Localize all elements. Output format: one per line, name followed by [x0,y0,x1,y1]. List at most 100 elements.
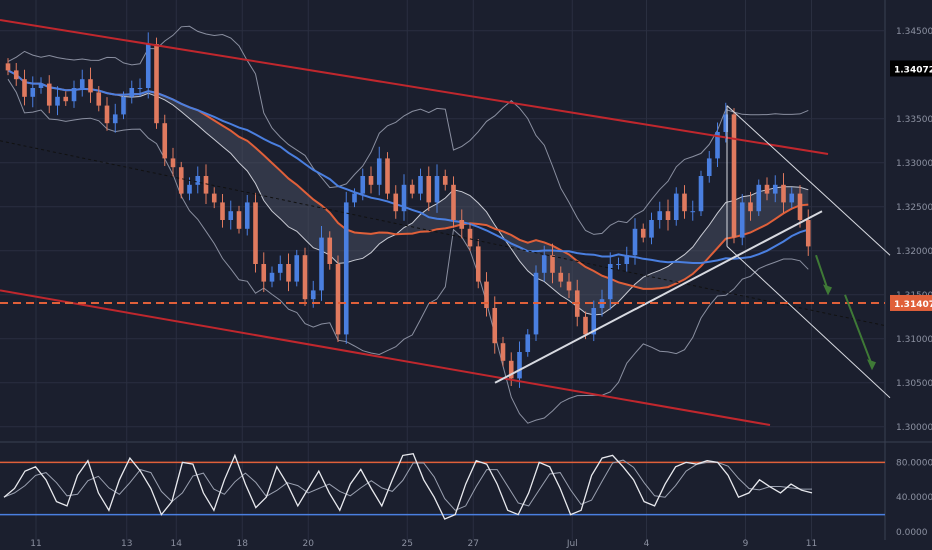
candle-body [451,184,456,220]
projection-arrow [844,294,873,366]
candle-body [616,264,621,265]
x-tick-label: 13 [121,539,132,549]
candle-body [104,105,110,124]
time-axis: 11 13 14 18 20 25 27 Jul 4 9 11 [30,539,817,549]
candle-body [525,334,531,352]
candle-body [38,83,44,88]
candle-body [269,272,275,282]
candle-body [187,184,192,194]
candle-body [756,184,762,212]
candle-body [665,211,671,220]
candle-body [154,44,159,124]
candle-body [467,228,473,247]
candle-body [162,123,168,159]
candle-body [409,184,415,194]
indicators [7,25,809,424]
candle-body [401,184,407,212]
candle-body [170,158,176,168]
candle-body [335,264,341,335]
candle-body [228,211,234,220]
candle-body [781,184,786,203]
candle-body [261,264,267,282]
candle-body [195,176,201,185]
candle-body [805,220,811,247]
ma-slow [7,69,809,264]
candle-body [690,211,696,213]
ma-ribbon [8,70,809,315]
triangle-bottom [726,246,891,399]
candle-body [121,96,126,115]
candle-body [789,193,795,203]
x-tick-label: 25 [402,539,413,549]
candle-body [682,193,687,212]
osc-panel-bg [0,440,932,537]
candle-body [22,79,27,97]
candle-body [129,88,135,97]
band-upper [7,25,809,235]
candle-body [698,176,704,212]
candle-body [368,176,374,185]
candle-body [310,290,316,300]
candle-body [566,281,572,291]
candle-body [46,83,52,106]
x-tick-label: 27 [468,539,479,549]
x-tick-label: 14 [171,539,183,549]
candle-body [434,176,440,203]
candle-body [96,92,102,106]
osc-tick-label: 0.0000 [896,528,928,538]
support-line [494,210,823,384]
candle-body [277,264,283,273]
level-price-tag [890,294,932,311]
candle-body [459,220,465,229]
candle-body [723,114,729,132]
candle-body [657,211,663,220]
osc-k-line [3,452,813,520]
channel-lower [0,289,771,427]
oscillator-panel: 80.0000 40.0000 0.0000 [0,452,932,538]
candle-body [731,114,737,238]
candle-body [5,63,11,71]
arrow-head [867,359,876,371]
candle-body [211,193,217,203]
osc-tick-label: 80.0000 [896,458,932,468]
x-tick-label: 4 [644,539,650,549]
candle-body [426,176,432,203]
candle-body [319,237,324,291]
projection-arrow [815,254,829,291]
candle-body [673,193,679,220]
current-price-label: 1.34072 [894,65,932,75]
candle-body [442,176,448,185]
candle-body [772,184,778,194]
candle-body [327,237,333,264]
candle-body [583,316,588,335]
candle-body [13,70,19,80]
y-tick-label: 1.30000 [896,423,932,433]
candle-body [541,255,547,273]
candle-body [88,79,93,93]
candle-body [739,202,745,238]
candle-body [764,184,770,194]
candle-body [302,255,308,300]
candle-body [484,281,489,308]
osc-tick-label: 40.0000 [896,493,932,503]
candle-body [79,79,85,88]
candle-body [649,220,654,238]
osc-d-line [3,459,812,511]
price-axis: 1.345001.335001.330001.325001.320001.315… [890,27,932,433]
x-tick-label: Jul [566,539,578,549]
candle-body [294,255,300,282]
candle-body [418,176,423,194]
candle-body [393,193,399,212]
candle-body [632,228,638,256]
trend-drawings [0,19,891,427]
x-tick-label: 9 [743,539,749,549]
candle-body [203,176,209,194]
candle-body [500,343,506,361]
candle-body [492,308,498,344]
y-tick-label: 1.30500 [896,379,932,389]
y-tick-label: 1.31000 [896,335,932,345]
candle-body [591,308,597,335]
candle-body [236,211,242,229]
